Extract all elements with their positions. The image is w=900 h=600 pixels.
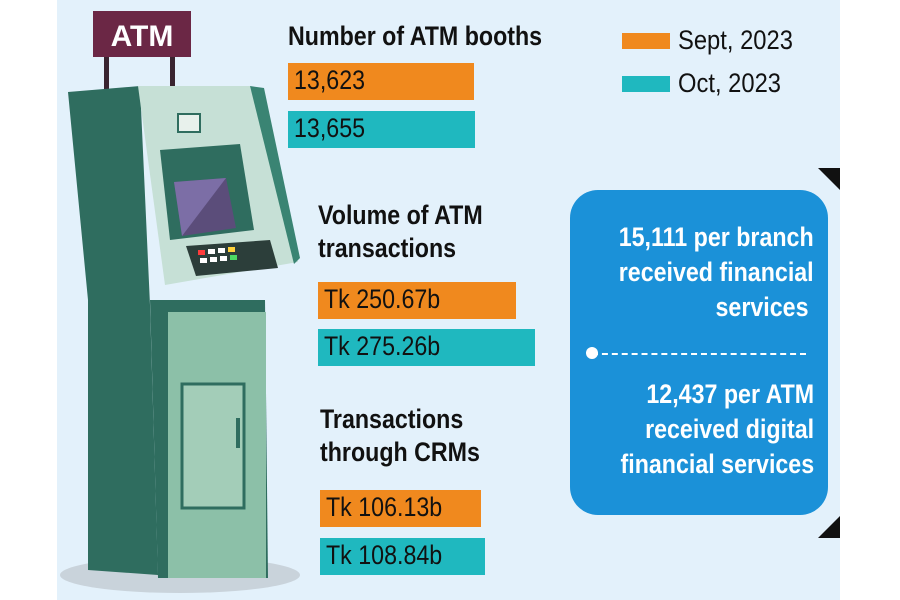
- legend-label-sept: Sept, 2023: [678, 25, 793, 55]
- dashed-divider: [592, 353, 806, 355]
- screen-glare: [174, 178, 226, 236]
- chart-title-crm-transactions: Transactions through CRMs: [320, 403, 480, 469]
- info-branch-line1: 15,111 per branch: [619, 222, 814, 252]
- bar-label-crm-transactions-oct: Tk 108.84b: [326, 540, 443, 570]
- door-handle-icon: [236, 418, 240, 448]
- card-slot-icon: [177, 113, 201, 133]
- bar-label-atm-transactions-oct: Tk 275.26b: [324, 331, 441, 361]
- arrow-top-icon: [818, 168, 840, 190]
- info-branch-text: 15,111 per branch received financial ser…: [619, 220, 814, 325]
- bar-label-atm-booths-oct: 13,655: [294, 113, 366, 143]
- bar-atm-transactions-sept: Tk 250.67b: [318, 282, 516, 319]
- legend-swatch-oct: [622, 76, 670, 92]
- chart-title-crm-transactions-line1: Transactions: [320, 404, 464, 434]
- bar-atm-booths-sept: 13,623: [288, 63, 474, 100]
- cabinet-door: [180, 382, 246, 510]
- atm-right-edge: [250, 86, 300, 264]
- bar-label-crm-transactions-sept: Tk 106.13b: [326, 492, 443, 522]
- info-atm-text: 12,437 per ATM received digital financia…: [620, 377, 814, 482]
- info-branch-line2: received financial: [619, 257, 814, 287]
- info-atm-line1: 12,437 per ATM: [646, 379, 814, 409]
- bar-label-atm-transactions-sept: Tk 250.67b: [324, 284, 441, 314]
- chart-title-atm-transactions-line2: transactions: [318, 233, 457, 263]
- chart-title-atm-booths: Number of ATM booths: [288, 21, 543, 51]
- info-atm-line2: received digital: [644, 414, 814, 444]
- info-atm-line3: financial services: [620, 449, 814, 479]
- bar-crm-transactions-sept: Tk 106.13b: [320, 490, 481, 527]
- info-box: 15,111 per branch received financial ser…: [570, 190, 828, 515]
- sign-pole-left: [104, 50, 109, 92]
- atm-left-side: [68, 86, 158, 575]
- chart-title-atm-transactions: Volume of ATM transactions: [318, 199, 483, 265]
- sign-pole-right: [170, 50, 175, 92]
- bar-crm-transactions-oct: Tk 108.84b: [320, 538, 485, 575]
- chart-title-crm-transactions-line2: through CRMs: [320, 437, 480, 467]
- arrow-bottom-icon: [818, 516, 840, 538]
- chart-title-atm-transactions-line1: Volume of ATM: [318, 200, 483, 230]
- info-branch-line3: services: [715, 292, 809, 322]
- legend-swatch-sept: [622, 33, 670, 49]
- bar-atm-transactions-oct: Tk 275.26b: [318, 329, 535, 366]
- legend-label-oct: Oct, 2023: [678, 68, 782, 98]
- bar-label-atm-booths-sept: 13,623: [294, 65, 366, 95]
- atm-sign-board: [93, 11, 191, 57]
- keypad-icon: [198, 247, 237, 263]
- atm-sign-text: ATM: [111, 20, 174, 53]
- bar-atm-booths-oct: 13,655: [288, 111, 475, 148]
